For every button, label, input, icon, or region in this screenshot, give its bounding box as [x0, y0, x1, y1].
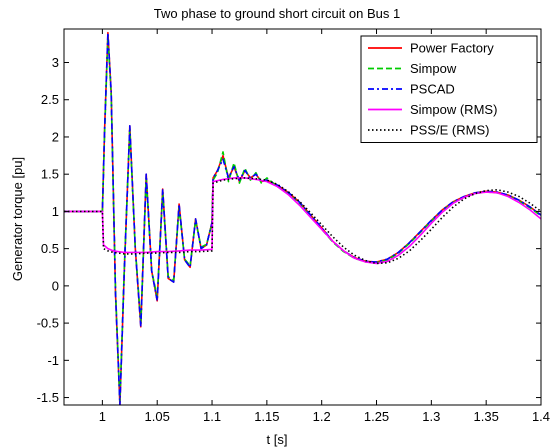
legend-label: Power Factory	[410, 41, 494, 56]
chart-title: Two phase to ground short circuit on Bus…	[154, 6, 400, 21]
x-tick-label: 1.4	[532, 409, 550, 424]
x-tick-label: 1.2	[313, 409, 331, 424]
x-tick-label: 1.25	[364, 409, 389, 424]
x-tick-label: 1.1	[203, 409, 221, 424]
x-tick-label: 1.15	[254, 409, 279, 424]
y-axis-label: Generator torque [pu]	[10, 157, 25, 281]
y-tick-label: 2.5	[41, 92, 59, 107]
plot-area	[64, 31, 541, 405]
series-line-3	[64, 31, 541, 405]
axes: 1 1.05 1.1 1.15 1.2 1.25 1.3 1.35 1.4 -1.5 -1 -0.5 0…	[37, 28, 550, 424]
y-tick-label: 3	[52, 55, 59, 70]
y-tick-label: -0.5	[37, 316, 59, 331]
y-tick-label: 1.5	[41, 167, 59, 182]
y-tick-label: -1	[47, 353, 59, 368]
x-tick-label: 1.35	[474, 409, 499, 424]
x-tick-label: 1.05	[145, 409, 170, 424]
legend: Power Factory Simpow PSCAD Simpow (RMS) PSS/…	[360, 35, 538, 143]
y-tick-label: 2	[52, 129, 59, 144]
x-tick-label: 1	[99, 409, 106, 424]
series-line-2	[64, 35, 541, 403]
legend-label: PSS/E (RMS)	[410, 123, 489, 138]
x-tick-label: 1.3	[422, 409, 440, 424]
y-tick-label: 0	[52, 278, 59, 293]
y-tick-label: 0.5	[41, 241, 59, 256]
y-tick-label: 1	[52, 204, 59, 219]
series-line-4	[64, 177, 541, 265]
x-axis-label: t [s]	[267, 432, 288, 447]
legend-label: Simpow (RMS)	[410, 102, 497, 117]
legend-box	[360, 35, 538, 143]
plot-frame	[63, 28, 542, 406]
legend-label: PSCAD	[410, 82, 455, 97]
y-tick-label: -1.5	[37, 390, 59, 405]
legend-label: Simpow	[410, 61, 457, 76]
